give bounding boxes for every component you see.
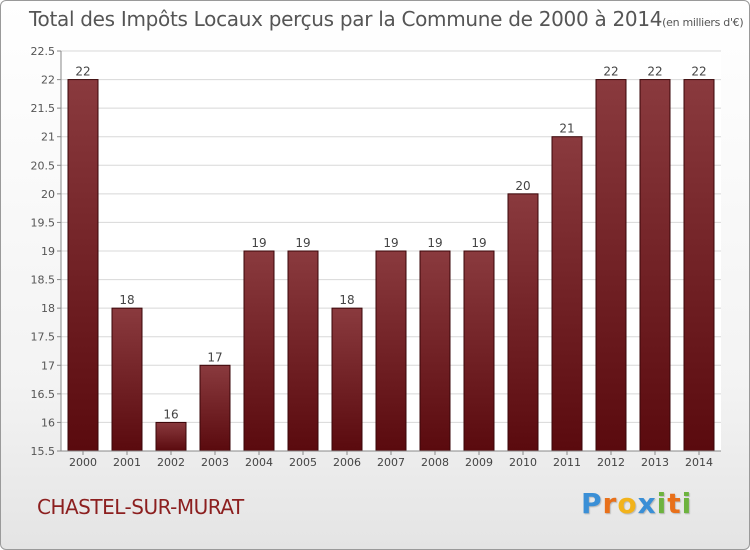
- proxiti-logo: Proxiti: [581, 487, 692, 520]
- y-tick-label: 22.5: [31, 45, 56, 58]
- bar: [67, 79, 99, 452]
- bar: [419, 250, 451, 452]
- logo-letter: r: [602, 487, 618, 520]
- logo-letter: o: [617, 487, 638, 520]
- bar: [683, 79, 715, 452]
- x-tick-label: 2014: [685, 456, 713, 469]
- y-tick-label: 17.5: [31, 331, 56, 344]
- data-label: 19: [383, 236, 398, 250]
- x-tick-label: 2000: [69, 456, 97, 469]
- x-tick-label: 2012: [597, 456, 625, 469]
- x-tick-label: 2009: [465, 456, 493, 469]
- logo-letter: t: [667, 487, 682, 520]
- x-tick-label: 2003: [201, 456, 229, 469]
- chart-unit-note: (en milliers d'€): [662, 16, 744, 29]
- data-label: 17: [207, 350, 222, 364]
- data-label: 19: [427, 236, 442, 250]
- y-tick-label: 22: [41, 74, 55, 87]
- x-tick-label: 2011: [553, 456, 581, 469]
- y-tick-label: 18: [41, 302, 55, 315]
- x-tick-label: 2004: [245, 456, 273, 469]
- logo-letter: P: [581, 487, 603, 520]
- bar: [199, 364, 231, 452]
- y-tick-label: 17: [41, 359, 55, 372]
- x-tick-label: 2007: [377, 456, 405, 469]
- x-tick-label: 2002: [157, 456, 185, 469]
- y-tick-label: 19.5: [31, 216, 56, 229]
- bar: [287, 250, 319, 452]
- y-tick-label: 19: [41, 245, 55, 258]
- logo-letter: x: [637, 487, 657, 520]
- data-label: 16: [163, 407, 178, 421]
- commune-name: CHASTEL-SUR-MURAT: [37, 495, 244, 519]
- y-tick-label: 20: [41, 188, 55, 201]
- y-tick-label: 21.5: [31, 102, 56, 115]
- data-label: 20: [515, 179, 530, 193]
- bar: [463, 250, 495, 452]
- x-tick-label: 2005: [289, 456, 317, 469]
- x-tick-label: 2010: [509, 456, 537, 469]
- data-label: 18: [339, 293, 354, 307]
- x-tick-label: 2001: [113, 456, 141, 469]
- x-tick-label: 2008: [421, 456, 449, 469]
- logo-letter: i: [681, 487, 693, 520]
- y-tick-label: 15.5: [31, 445, 56, 458]
- bar: [551, 136, 583, 452]
- x-tick-label: 2006: [333, 456, 361, 469]
- bar: [639, 79, 671, 452]
- y-tick-label: 21: [41, 131, 55, 144]
- data-label: 18: [119, 293, 134, 307]
- y-tick-label: 18.5: [31, 274, 56, 287]
- bar: [331, 307, 363, 452]
- bar: [243, 250, 275, 452]
- data-label: 19: [251, 236, 266, 250]
- bar: [595, 79, 627, 452]
- y-tick-label: 20.5: [31, 159, 56, 172]
- chart-title-text: Total des Impôts Locaux perçus par la Co…: [29, 7, 663, 31]
- data-label: 22: [603, 65, 618, 79]
- x-tick-label: 2013: [641, 456, 669, 469]
- y-tick-label: 16: [41, 416, 55, 429]
- data-label: 19: [295, 236, 310, 250]
- data-label: 22: [75, 65, 90, 79]
- data-label: 22: [691, 65, 706, 79]
- y-tick-label: 16.5: [31, 388, 56, 401]
- logo-letter: i: [656, 487, 668, 520]
- bar: [507, 193, 539, 452]
- chart-title: Total des Impôts Locaux perçus par la Co…: [29, 7, 744, 31]
- data-label: 19: [471, 236, 486, 250]
- data-label: 22: [647, 65, 662, 79]
- bar: [375, 250, 407, 452]
- data-label: 21: [559, 122, 574, 136]
- bar: [111, 307, 143, 452]
- bar: [155, 421, 187, 452]
